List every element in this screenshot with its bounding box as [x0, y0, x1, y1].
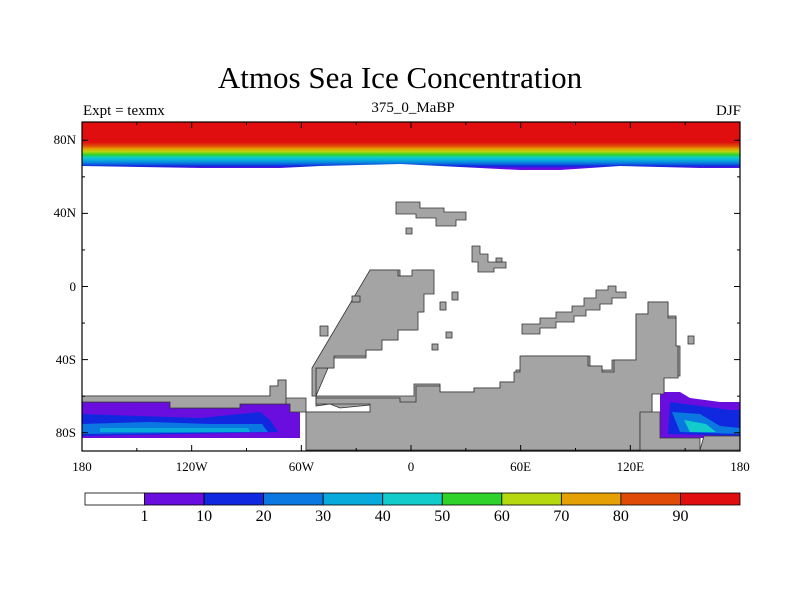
colorbar-swatch [203, 492, 265, 506]
colorbar-swatch [680, 492, 741, 506]
experiment-label: Expt = texmx [83, 103, 165, 119]
colorbar-swatch [620, 492, 681, 506]
lon-label: 0 [407, 459, 415, 474]
colorbar-label: 30 [315, 508, 332, 525]
land-strip [521, 285, 627, 335]
land-north [395, 201, 467, 227]
colorbar-swatch [84, 492, 145, 506]
lat-label: 0 [69, 278, 77, 294]
colorbar-swatch [322, 492, 384, 506]
colorbar-label: 10 [196, 508, 213, 525]
axis-ticks [81, 122, 741, 451]
season-label: DJF [715, 103, 741, 119]
lat-label: 40S [55, 351, 76, 367]
chart-title: Atmos Sea Ice Concentration [217, 60, 583, 95]
lat-label: 80N [53, 132, 76, 148]
colorbar-label: 20 [255, 508, 272, 525]
lat-label: 40N [53, 205, 76, 221]
land-islet-2 [351, 295, 361, 303]
land-east-antarctic [699, 435, 740, 451]
colorbar-swatch [382, 492, 443, 506]
colorbar-label: 1 [140, 508, 149, 525]
colorbar-swatch [441, 492, 503, 506]
land-islet-1 [405, 227, 413, 235]
antarctic-ice-left-40 [100, 428, 250, 432]
colorbar-label: 60 [493, 508, 510, 525]
lon-label: 60W [288, 459, 314, 474]
land-peninsula [82, 379, 287, 409]
land-islet-7 [431, 343, 439, 351]
land-asia-east [471, 245, 507, 273]
colorbar-swatch [144, 492, 205, 506]
colorbar-swatch [501, 492, 562, 506]
colorbar-swatch [263, 492, 324, 506]
period-label: 375_0_MaBP [371, 100, 455, 116]
lon-label: 180 [730, 459, 750, 474]
colorbar [84, 492, 741, 506]
colorbar-label: 80 [612, 508, 629, 525]
lon-label: 120W [175, 459, 208, 474]
land-islet-4 [439, 301, 447, 311]
lat-label: 80S [55, 424, 76, 440]
lon-label: 60E [510, 459, 532, 474]
colorbar-label: 40 [374, 508, 391, 525]
land-islet-6 [445, 331, 453, 339]
lon-label: 120E [616, 459, 645, 474]
colorbar-swatch [560, 492, 622, 506]
land-islet-3 [319, 325, 329, 337]
land-islet-8 [687, 335, 695, 345]
land-islet-9 [495, 257, 503, 263]
antarctic-ice-right-40 [684, 420, 716, 432]
colorbar-label: 50 [434, 508, 451, 525]
land-east-antarctic-2 [639, 411, 701, 451]
arctic-ice-band [82, 122, 740, 170]
colorbar-label: 70 [553, 508, 570, 525]
colorbar-label: 90 [672, 508, 689, 525]
lon-label: 180 [72, 459, 92, 474]
land-islet-5 [451, 291, 459, 301]
